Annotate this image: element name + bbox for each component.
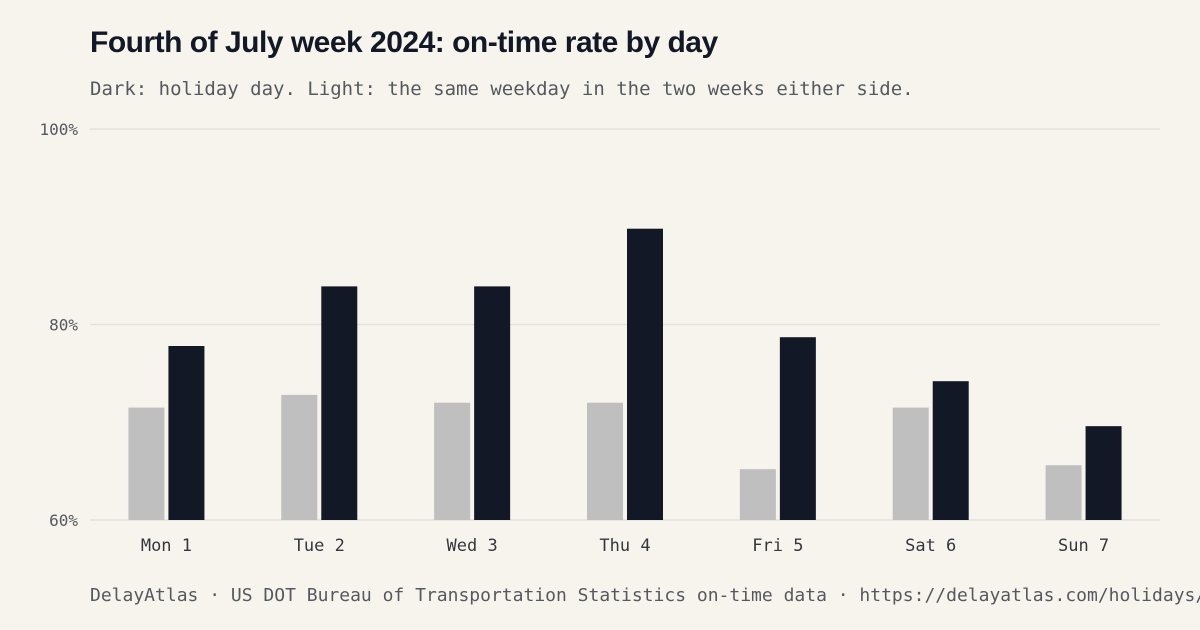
- holiday-bar: [1085, 426, 1122, 520]
- baseline-bar: [1045, 465, 1082, 520]
- x-category-label: Thu 4: [599, 536, 650, 556]
- x-category-label: Sat 6: [905, 536, 956, 556]
- y-axis-ticks: 60% 80% 100%: [39, 120, 78, 530]
- baseline-bar: [128, 407, 165, 520]
- holiday-bar: [474, 286, 511, 520]
- baseline-bar: [739, 469, 776, 520]
- holiday-bar: [627, 228, 663, 520]
- holiday-bar: [321, 286, 358, 520]
- holiday-bar: [168, 346, 205, 520]
- y-tick-label: 100%: [39, 120, 78, 139]
- baseline-bar: [587, 402, 623, 520]
- x-category-label: Sun 7: [1058, 536, 1109, 556]
- baseline-bar: [434, 402, 471, 520]
- source-footer: DelayAtlas · US DOT Bureau of Transporta…: [90, 585, 1200, 606]
- bars: [128, 228, 1122, 520]
- chart-subtitle: Dark: holiday day. Light: the same weekd…: [90, 78, 914, 100]
- holiday-bar: [932, 381, 969, 520]
- x-axis-labels: Mon 1 Tue 2 Wed 3 Thu 4 Fri 5 Sat 6 Sun 7: [141, 536, 1109, 556]
- gridlines: [90, 128, 1160, 521]
- y-tick-label: 60%: [49, 511, 78, 530]
- x-category-label: Wed 3: [447, 536, 498, 556]
- x-category-label: Tue 2: [294, 536, 345, 556]
- x-category-label: Fri 5: [752, 536, 803, 556]
- baseline-bar: [281, 394, 318, 520]
- baseline-bar: [892, 407, 929, 520]
- chart-title: Fourth of July week 2024: on-time rate b…: [90, 26, 718, 59]
- x-category-label: Mon 1: [141, 536, 192, 556]
- holiday-bar: [779, 337, 816, 520]
- y-tick-label: 80%: [49, 316, 78, 335]
